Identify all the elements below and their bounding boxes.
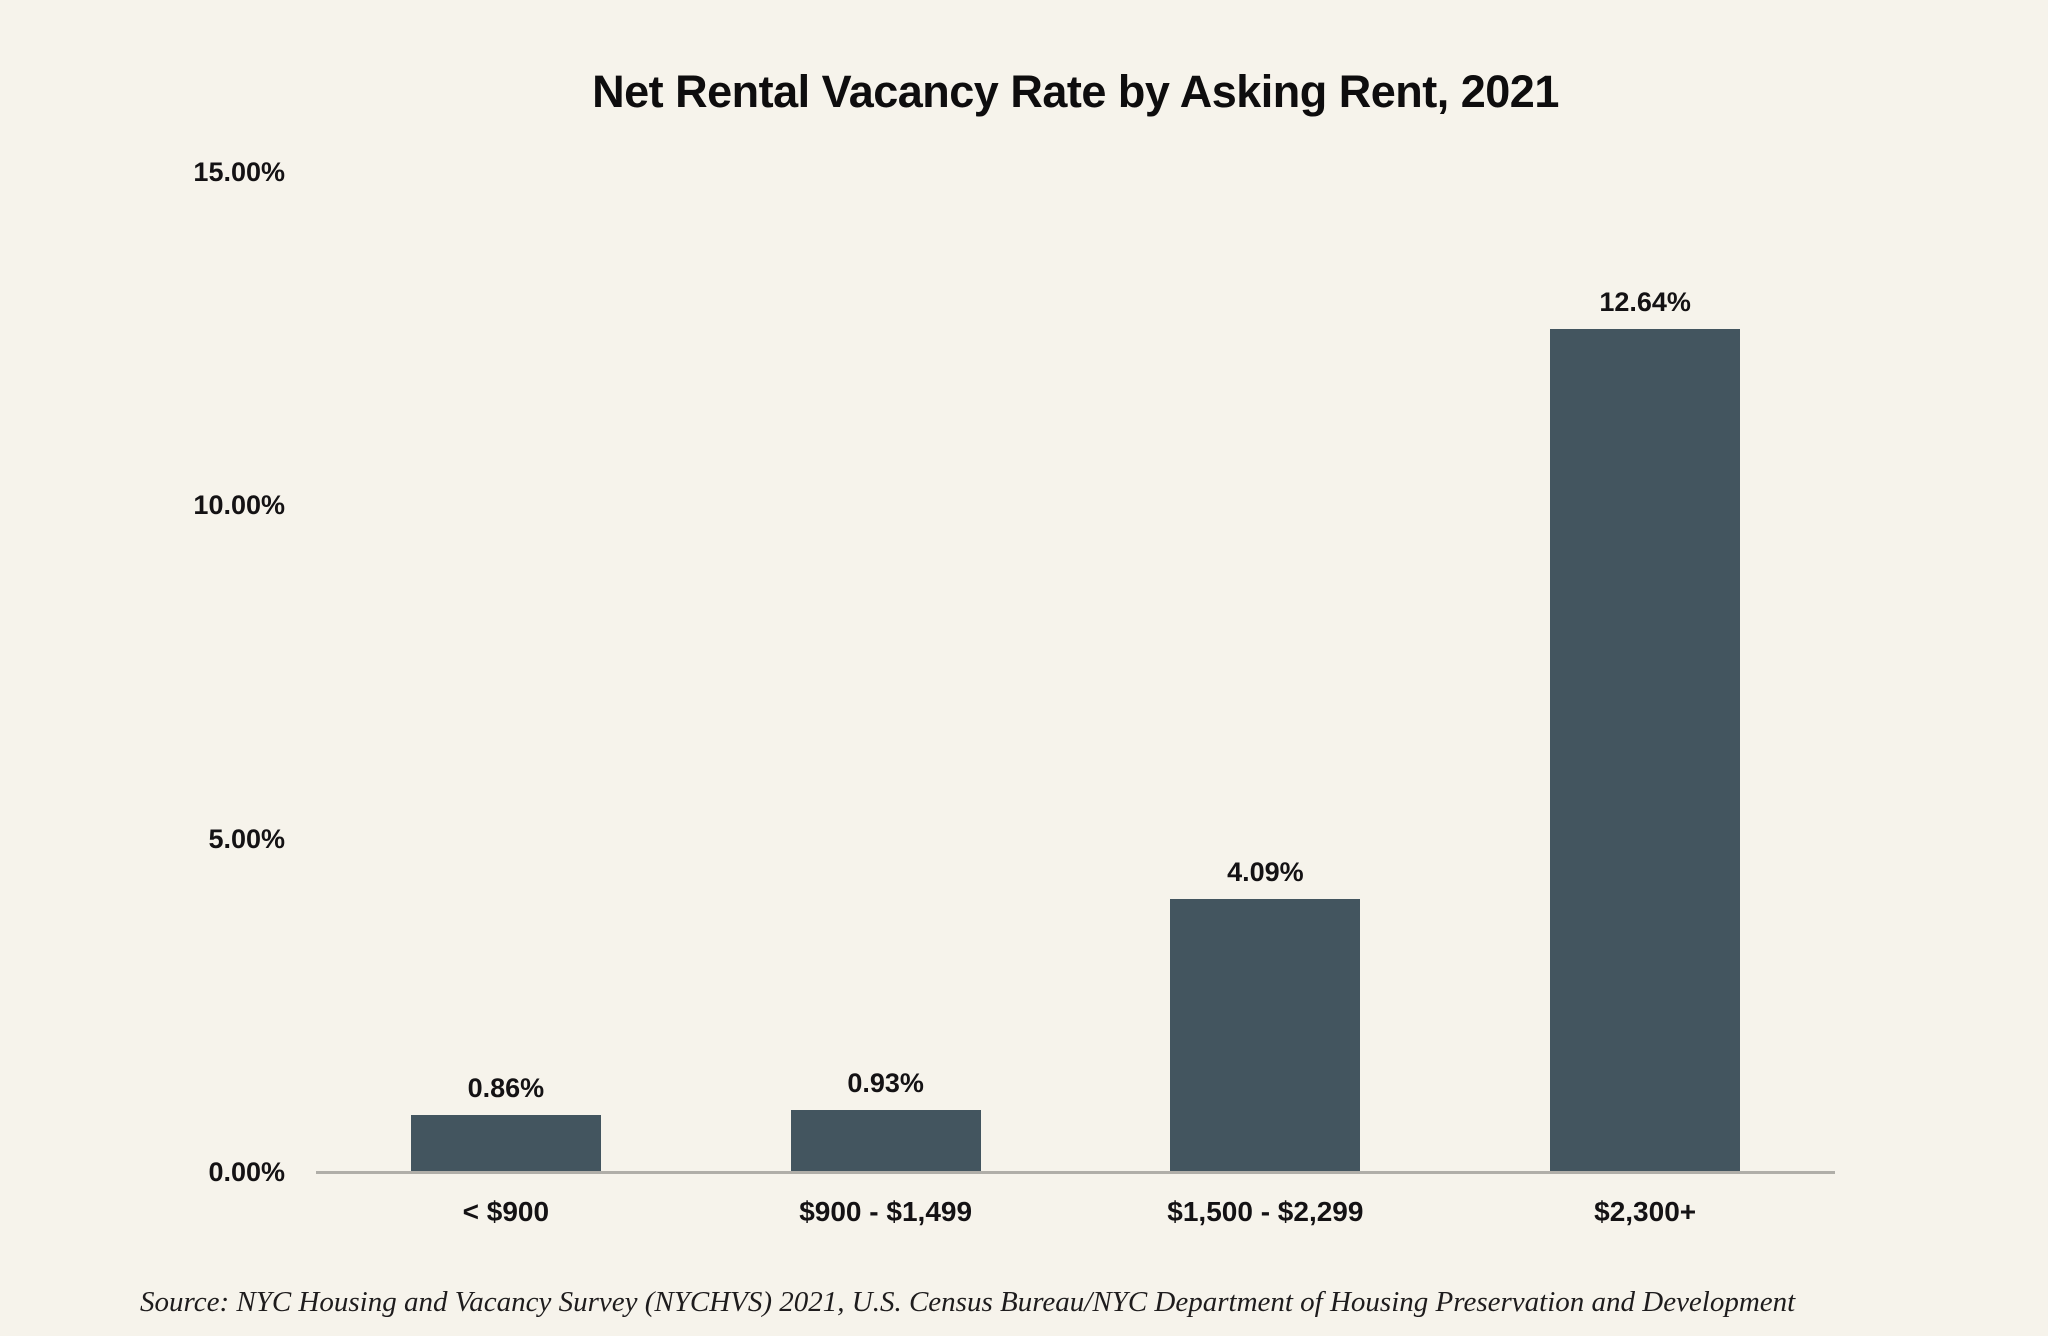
bar [1170,899,1361,1172]
y-axis-tick-label: 15.00% [193,157,285,187]
bar [410,1114,601,1172]
y-axis-tick-label: 5.00% [208,823,285,854]
source-note: Source: NYC Housing and Vacancy Survey (… [140,1286,1796,1318]
y-axis-tick-label: 10.00% [193,490,285,521]
bar [1550,329,1741,1172]
chart-title: Net Rental Vacancy Rate by Asking Rent, … [592,66,1559,117]
x-axis-label: $2,300+ [1594,1196,1697,1227]
x-axis-label: $900 - $1,499 [799,1196,973,1227]
y-axis-tick-label: 0.00% [208,1157,285,1187]
value-label: 4.09% [1227,857,1304,888]
x-axis-label: $1,500 - $2,299 [1167,1196,1364,1227]
value-label: 12.64% [1599,287,1691,318]
value-label: 0.86% [467,1072,545,1103]
x-axis-label: < $900 [462,1196,550,1227]
bar [790,1110,981,1172]
value-label: 0.93% [847,1068,924,1098]
x-axis-line [316,1171,1835,1174]
